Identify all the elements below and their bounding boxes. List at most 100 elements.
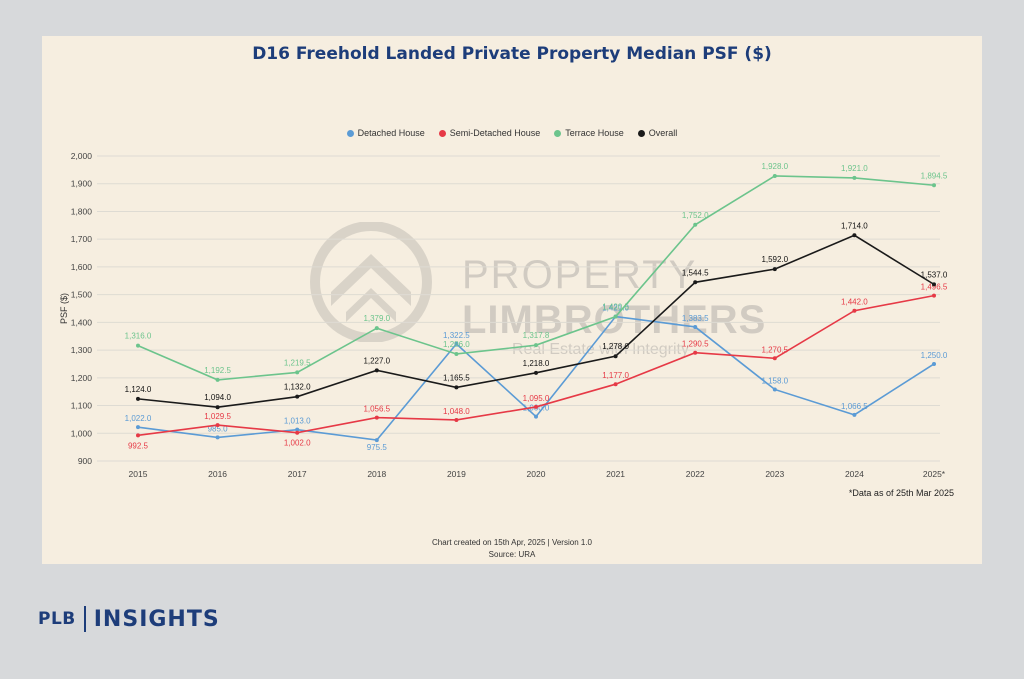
data-point-overall (693, 280, 698, 285)
data-point-terrace-house (852, 175, 857, 180)
data-point-terrace-house (932, 183, 936, 188)
y-tick-label: 1,300 (71, 345, 93, 355)
data-label-terrace-house: 1,921.0 (841, 164, 868, 173)
data-label-detached-house: 1,250.0 (921, 351, 948, 360)
x-tick-label: 2020 (527, 469, 546, 479)
data-label-detached-house: 1,022.0 (125, 414, 152, 423)
data-label-semi-detached-house: 1,496.5 (921, 283, 948, 292)
brand-plb: PLB (38, 609, 76, 629)
data-label-terrace-house: 1,379.0 (363, 314, 390, 323)
data-point-overall (852, 233, 857, 238)
data-label-semi-detached-house: 1,048.0 (443, 407, 470, 416)
x-tick-label: 2017 (288, 469, 307, 479)
y-tick-label: 1,100 (71, 401, 93, 411)
x-tick-label: 2022 (686, 469, 705, 479)
data-label-terrace-house: 1,192.5 (204, 366, 231, 375)
data-label-semi-detached-house: 1,177.0 (602, 371, 629, 380)
data-point-detached-house (295, 427, 300, 432)
y-tick-label: 900 (78, 456, 92, 466)
data-label-terrace-house: 1,752.0 (682, 211, 709, 220)
data-label-detached-house: 1,421.0 (602, 304, 629, 313)
data-label-semi-detached-house: 1,095.0 (523, 394, 550, 403)
watermark-line1: PROPERTY (462, 253, 698, 297)
series-line-overall (137, 234, 935, 409)
data-label-detached-house: 1,158.0 (761, 376, 788, 385)
data-point-overall (932, 282, 936, 287)
brand-logo: PLB INSIGHTS (38, 606, 220, 632)
data-point-overall (772, 267, 777, 272)
series-line-terrace-house (137, 175, 935, 381)
data-label-overall: 1,592.0 (761, 255, 788, 264)
data-point-detached-house (693, 324, 698, 329)
y-tick-label: 1,200 (71, 373, 93, 383)
data-label-semi-detached-house: 1,270.5 (761, 345, 788, 354)
data-point-detached-house (534, 414, 538, 419)
data-label-detached-house: 1,066.5 (841, 402, 868, 411)
data-point-detached-house (852, 412, 857, 417)
data-point-semi-detached-house (852, 308, 857, 313)
legend-swatch-terrace (554, 129, 562, 137)
data-label-overall: 1,132.0 (284, 383, 311, 392)
data-label-terrace-house: 1,894.5 (921, 171, 948, 180)
x-tick-label: 2016 (208, 469, 227, 479)
legend-item-terrace: Terrace House (554, 128, 624, 138)
data-point-terrace-house (374, 326, 379, 331)
data-label-overall: 1,094.0 (204, 393, 231, 402)
y-tick-label: 1,000 (71, 428, 93, 438)
chart-legend: Detached House Semi-Detached House Terra… (42, 128, 982, 138)
brand-insights: INSIGHTS (93, 606, 220, 632)
data-label-terrace-house: 1,420.5 (602, 303, 629, 312)
y-tick-label: 1,700 (71, 234, 93, 244)
data-label-terrace-house: 1,316.0 (125, 332, 152, 341)
data-point-detached-house (136, 425, 140, 430)
data-point-semi-detached-house (295, 430, 300, 435)
data-label-semi-detached-house: 1,442.0 (841, 298, 868, 307)
data-label-overall: 1,227.0 (363, 356, 390, 365)
x-tick-label: 2021 (606, 469, 625, 479)
data-point-semi-detached-house (454, 417, 459, 422)
data-point-detached-house (374, 438, 379, 443)
data-point-overall (613, 354, 618, 359)
data-label-terrace-house: 1,219.5 (284, 358, 311, 367)
legend-item-detached: Detached House (346, 128, 425, 138)
legend-label-overall: Overall (648, 128, 678, 138)
y-tick-label: 2,000 (71, 151, 93, 161)
data-point-terrace-house (215, 377, 220, 382)
chart-source: Source: URA (488, 550, 536, 559)
data-label-overall: 1,218.0 (523, 359, 550, 368)
data-label-overall: 1,714.0 (841, 221, 868, 230)
data-point-overall (454, 385, 459, 390)
data-point-detached-house (215, 435, 220, 440)
data-label-overall: 1,544.5 (682, 268, 709, 277)
legend-item-semi-detached: Semi-Detached House (438, 128, 540, 138)
data-point-overall (215, 405, 220, 410)
data-label-semi-detached-house: 992.5 (128, 441, 149, 450)
y-axis-label: PSF ($) (59, 293, 69, 324)
data-label-detached-house: 1,383.5 (682, 314, 709, 323)
x-tick-label: 2015 (129, 469, 148, 479)
y-tick-label: 1,500 (71, 290, 93, 300)
data-label-terrace-house: 1,928.0 (761, 162, 788, 171)
data-point-overall (136, 396, 140, 401)
data-point-semi-detached-house (613, 382, 618, 387)
data-label-overall: 1,124.0 (125, 385, 152, 394)
data-label-detached-house: 975.5 (367, 443, 388, 452)
chart-title: D16 Freehold Landed Private Property Med… (252, 44, 772, 64)
data-point-semi-detached-house (534, 404, 538, 409)
data-label-semi-detached-house: 1,290.5 (682, 340, 709, 349)
data-point-terrace-house (295, 370, 300, 375)
x-tick-label: 2024 (845, 469, 864, 479)
y-tick-label: 1,900 (71, 179, 93, 189)
data-point-terrace-house (693, 222, 698, 227)
data-point-overall (534, 370, 538, 375)
data-point-semi-detached-house (772, 356, 777, 361)
legend-label-terrace: Terrace House (565, 128, 624, 138)
data-point-terrace-house (534, 343, 538, 348)
data-point-semi-detached-house (693, 350, 698, 355)
data-label-semi-detached-house: 1,056.5 (363, 405, 390, 414)
chart-card: D16 Freehold Landed Private Property Med… (42, 36, 982, 564)
data-label-semi-detached-house: 1,029.5 (204, 412, 231, 421)
data-point-detached-house (932, 361, 936, 366)
x-tick-label: 2025* (923, 469, 946, 479)
data-point-terrace-house (613, 314, 618, 319)
